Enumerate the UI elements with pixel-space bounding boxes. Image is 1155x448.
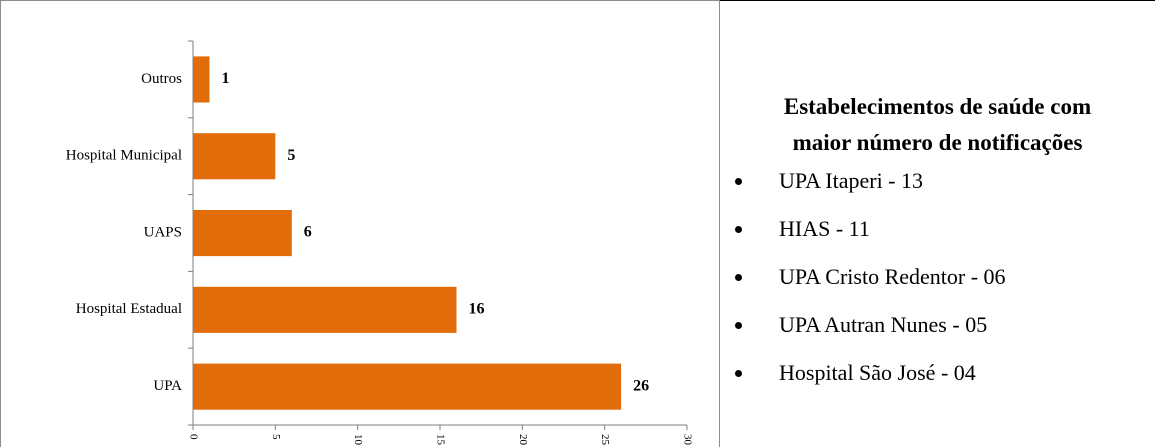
bar-outros — [193, 56, 210, 103]
bullet-icon — [735, 226, 742, 233]
bar-upa — [193, 363, 622, 410]
list-item-text: UPA Autran Nunes - 05 — [779, 312, 988, 337]
data-label: 16 — [468, 300, 484, 317]
bullet-icon — [735, 370, 742, 377]
info-list: UPA Itaperi - 13 HIAS - 11 UPA Cristo Re… — [720, 157, 1140, 397]
info-title-line-2: maior número de notificações — [792, 130, 1083, 155]
x-tick-label: 15 — [434, 434, 446, 446]
data-label: 5 — [287, 147, 295, 164]
list-item: UPA Itaperi - 13 — [720, 157, 1140, 205]
bullet-icon — [735, 178, 742, 185]
info-panel: Estabelecimentos de saúde com maior núme… — [720, 1, 1155, 447]
x-tick-label: 25 — [599, 434, 611, 446]
list-item-text: UPA Cristo Redentor - 06 — [779, 264, 1006, 289]
x-tick-label: 30 — [681, 434, 693, 446]
x-tick-label: 20 — [517, 434, 529, 446]
top-rule — [720, 0, 1155, 1]
list-item-text: HIAS - 11 — [779, 216, 870, 241]
list-item: HIAS - 11 — [720, 205, 1140, 253]
bullet-icon — [735, 274, 742, 281]
x-tick-label: 5 — [270, 434, 282, 440]
chart-panel: Outros 1 Hospital Municipal 5 UAPS 6 Hospital … — [0, 0, 720, 447]
category-label: Hospital Municipal — [66, 148, 182, 164]
list-item: UPA Autran Nunes - 05 — [720, 301, 1140, 349]
x-tick-label: 10 — [352, 434, 364, 446]
bar-chart: Outros 1 Hospital Municipal 5 UAPS 6 Hospital … — [66, 40, 693, 446]
category-label: Hospital Estadual — [76, 301, 182, 317]
bar-hospital-municipal — [193, 133, 276, 180]
category-label: Outros — [141, 71, 182, 87]
list-item-text: UPA Itaperi - 13 — [779, 168, 924, 193]
data-label: 1 — [221, 70, 229, 87]
bar-uaps — [193, 210, 292, 257]
list-item: UPA Cristo Redentor - 06 — [720, 253, 1140, 301]
category-label: UAPS — [144, 224, 182, 240]
list-item: Hospital São José - 04 — [720, 349, 1140, 397]
info-title: Estabelecimentos de saúde com maior núme… — [720, 89, 1155, 161]
info-title-line-1: Estabelecimentos de saúde com — [783, 94, 1092, 119]
data-label: 6 — [304, 224, 312, 241]
category-label: UPA — [153, 378, 182, 394]
bar-hospital-estadual — [193, 286, 457, 333]
x-tick-label: 0 — [187, 434, 199, 440]
bullet-icon — [735, 322, 742, 329]
list-item-text: Hospital São José - 04 — [779, 360, 976, 385]
data-label: 26 — [633, 377, 649, 394]
